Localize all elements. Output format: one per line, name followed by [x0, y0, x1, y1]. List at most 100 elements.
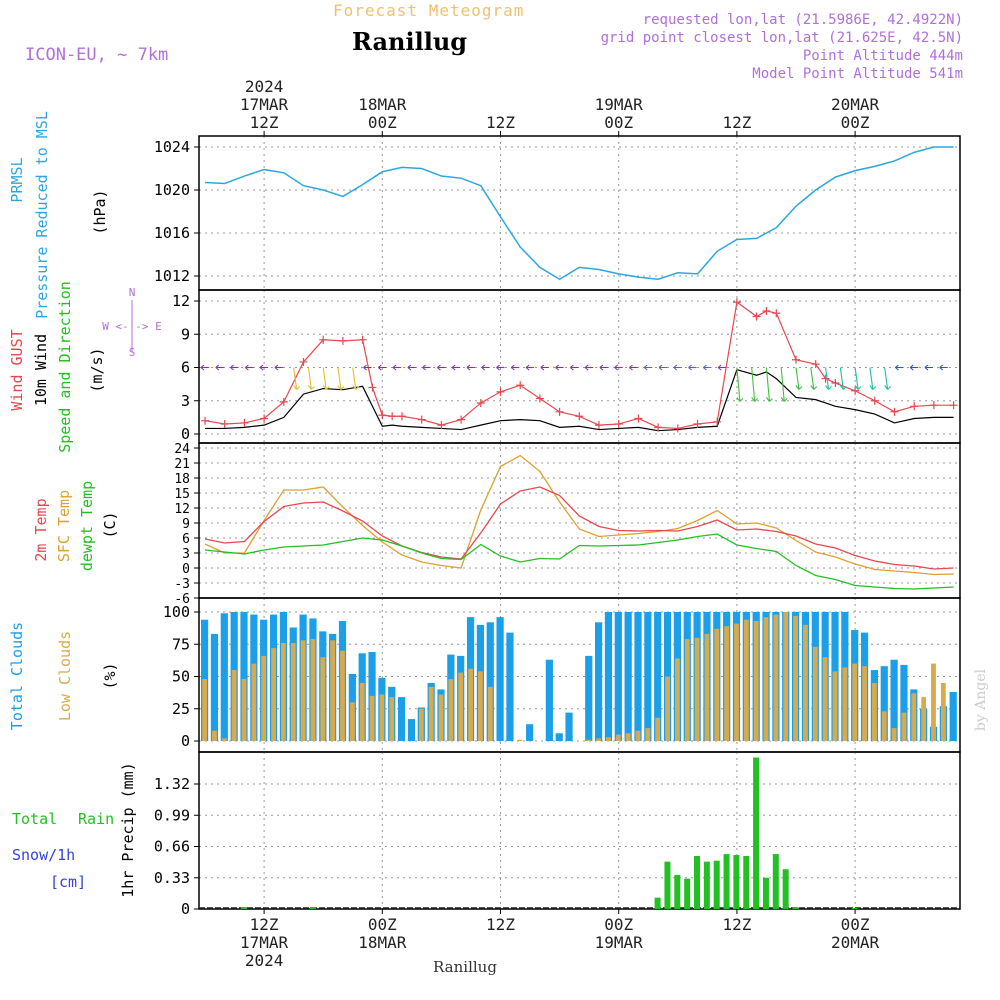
cloud-low-bar — [911, 693, 917, 741]
gust-marker — [555, 407, 564, 416]
gust-marker — [673, 424, 682, 433]
cloud-low-bar — [881, 711, 887, 741]
wind-direction-arrow — [780, 367, 788, 402]
wind-speed-line — [205, 368, 954, 432]
cloud-total-bar — [880, 666, 888, 741]
cloud-low-bar — [694, 637, 700, 741]
gust-marker — [260, 414, 269, 423]
gust-marker — [398, 412, 406, 421]
gust-marker — [279, 397, 288, 406]
top-time-label: 17MAR — [240, 95, 289, 114]
gust-marker — [634, 414, 643, 423]
top-time-label: 18MAR — [358, 95, 407, 114]
pressure-line — [204, 146, 954, 281]
wind-direction-arrow — [392, 364, 402, 371]
wind-direction-arrow — [810, 367, 818, 390]
top-time-label: 00Z — [368, 113, 397, 132]
cloud-low-bar — [487, 686, 493, 741]
top-time-label: 12Z — [722, 113, 751, 132]
wind-direction-arrow — [200, 364, 209, 371]
cloud-total-bar — [644, 612, 652, 741]
wind-direction-arrow — [869, 367, 877, 390]
wind-direction-arrow — [307, 367, 315, 390]
rain-bar — [772, 854, 779, 909]
gust-marker — [516, 381, 525, 390]
model-label: ICON-EU, ~ 7km — [25, 45, 168, 65]
gust-marker — [358, 335, 367, 344]
gust-marker — [851, 386, 860, 395]
precip-unit: 1hr Precip (mm) — [119, 762, 137, 897]
snow-label: Snow/1h — [12, 846, 75, 864]
wind-direction-arrow — [839, 367, 847, 390]
cloud-low-bar — [665, 676, 670, 741]
gust-marker — [220, 420, 229, 429]
cloud-low-bar — [931, 663, 936, 741]
gust-marker — [299, 357, 308, 366]
wind-direction-arrow — [352, 367, 360, 390]
wind-direction-arrow — [422, 364, 431, 371]
cloud-low-bar — [221, 738, 227, 741]
rain-bar — [654, 897, 661, 909]
cloud-low-bar — [290, 642, 296, 741]
gust-marker — [693, 420, 702, 429]
wind-direction-arrow — [884, 367, 892, 390]
point-altitude: Point Altitude 444m — [803, 48, 963, 64]
rain-bar — [694, 855, 700, 909]
cloud-low-bar — [783, 612, 789, 741]
wind-direction-arrow — [570, 364, 579, 371]
y-tick-label: 21 — [174, 457, 190, 472]
y-tick-label: -6 — [174, 592, 190, 607]
gust-marker — [654, 423, 663, 432]
wind-direction-arrow — [215, 364, 224, 371]
gust-marker — [831, 379, 840, 388]
cloud-low-bar — [428, 686, 434, 741]
clouds-unit: (%) — [101, 662, 119, 689]
wind-label: 10m Wind — [32, 334, 50, 406]
dewpt-label: dewpt Temp — [78, 481, 96, 571]
cloud-total-bar — [496, 617, 504, 741]
wind-unit: (m/s) — [88, 347, 106, 392]
wind-direction-arrow — [629, 364, 638, 371]
top-time-label: 12Z — [486, 113, 515, 132]
cloud-low-bar — [704, 633, 710, 741]
gust-marker — [319, 335, 328, 344]
cloud-low-bar — [586, 739, 592, 741]
cloud-total-bar — [565, 712, 573, 741]
cloud-low-bar — [812, 646, 818, 741]
rain-bar — [753, 757, 760, 909]
y-tick-label: 0 — [181, 732, 190, 750]
cloud-low-bar — [251, 663, 257, 741]
pressure-unit: (hPa) — [91, 189, 109, 234]
y-tick-label: 1020 — [154, 181, 190, 199]
cloud-low-bar — [310, 639, 316, 741]
cloud-total-bar — [900, 664, 908, 741]
cloud-low-bar — [684, 639, 690, 741]
gust-marker — [476, 398, 485, 407]
rain-bar — [713, 860, 720, 909]
top-time-label: 00Z — [841, 113, 870, 132]
total-rain-label-2: Rain — [78, 810, 114, 828]
requested-coords: requested lon,lat (21.5986E, 42.4922N) — [643, 12, 963, 28]
sfc-temp-label: SFC Temp — [55, 490, 73, 562]
chart-title: Forecast Meteogram — [333, 1, 524, 20]
y-tick-label: -3 — [174, 577, 190, 592]
cloud-low-bar — [517, 739, 523, 741]
y-tick-label: 9 — [182, 517, 190, 532]
wind-direction-arrow — [658, 364, 668, 371]
gust-marker — [437, 421, 446, 430]
gust-marker — [417, 415, 426, 424]
gust-marker — [752, 312, 761, 321]
wind-direction-arrow — [688, 364, 697, 371]
wind-dir-label: Speed and Direction — [56, 281, 74, 453]
cloud-total-bar — [506, 632, 514, 741]
bottom-time-label: 2024 — [245, 951, 284, 970]
cloud-low-bar — [300, 640, 306, 741]
wind-direction-arrow — [895, 364, 904, 371]
cloud-low-bar — [231, 670, 237, 741]
credit-watermark: by Angel — [973, 668, 989, 731]
rain-bar — [240, 907, 247, 909]
rain-bar — [762, 877, 769, 909]
y-tick-label: 25 — [172, 700, 190, 718]
cloud-low-bar — [615, 734, 621, 741]
